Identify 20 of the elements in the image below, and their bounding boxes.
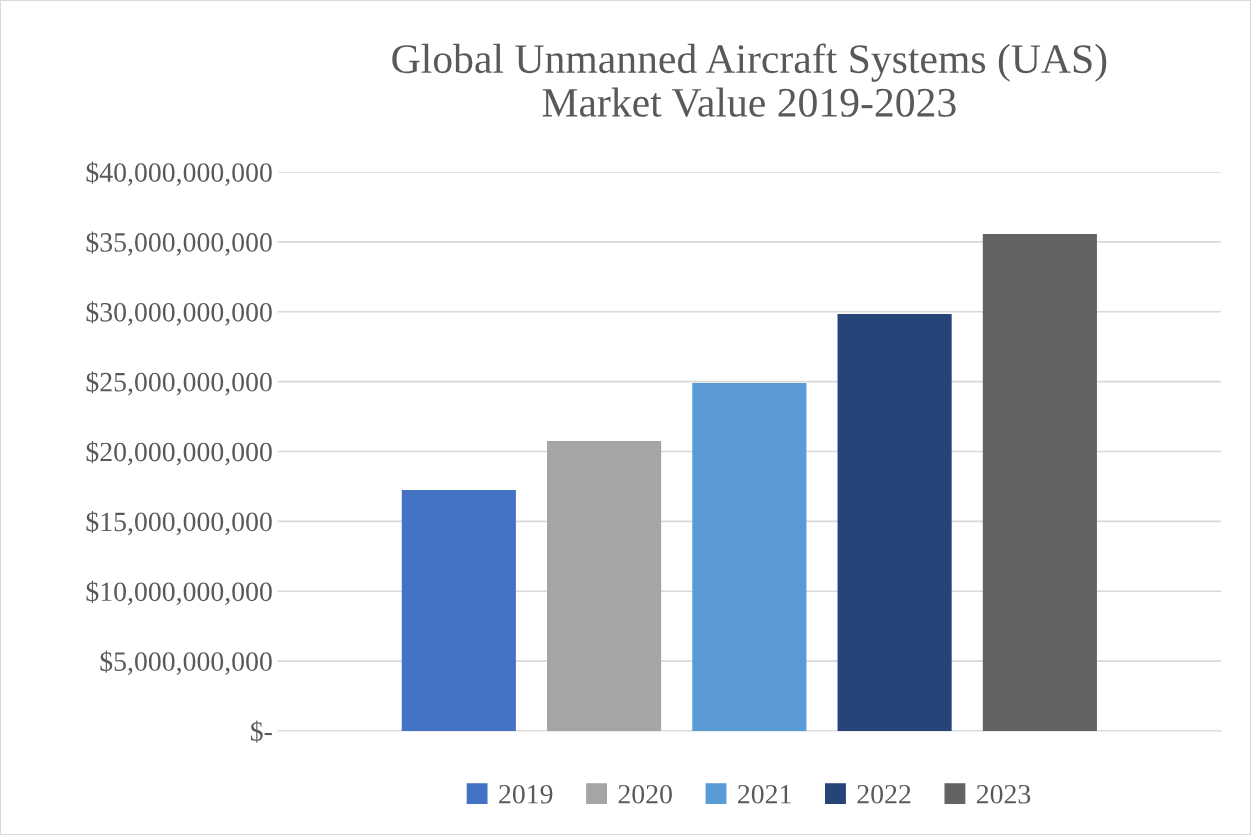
bar (692, 383, 807, 731)
legend-label: 2019 (499, 784, 553, 804)
bar (401, 490, 516, 731)
y-tick-label: $5,000,000,000 (100, 650, 272, 675)
bar (837, 313, 952, 731)
bar (547, 441, 662, 731)
chart-title: Global Unmanned Aircraft Systems (UAS) Market Value 2019-2023 (392, 43, 1107, 118)
y-tick-label: $20,000,000,000 (86, 441, 272, 466)
y-tick-label: $10,000,000,000 (86, 580, 272, 606)
y-tick-label: $15,000,000,000 (86, 510, 272, 536)
y-tick-label: $35,000,000,000 (86, 231, 272, 256)
legend-label: 2023 (976, 784, 1031, 804)
y-tick-label: $30,000,000,000 (86, 301, 272, 326)
legend-label: 2022 (857, 784, 911, 804)
y-tick-label: $25,000,000,000 (86, 371, 272, 396)
y-tick-label: $40,000,000,000 (86, 161, 272, 186)
bar (982, 234, 1097, 731)
y-tick-label: $- (250, 720, 272, 743)
legend-label: 2020 (618, 784, 672, 804)
legend-label: 2021 (738, 784, 791, 804)
